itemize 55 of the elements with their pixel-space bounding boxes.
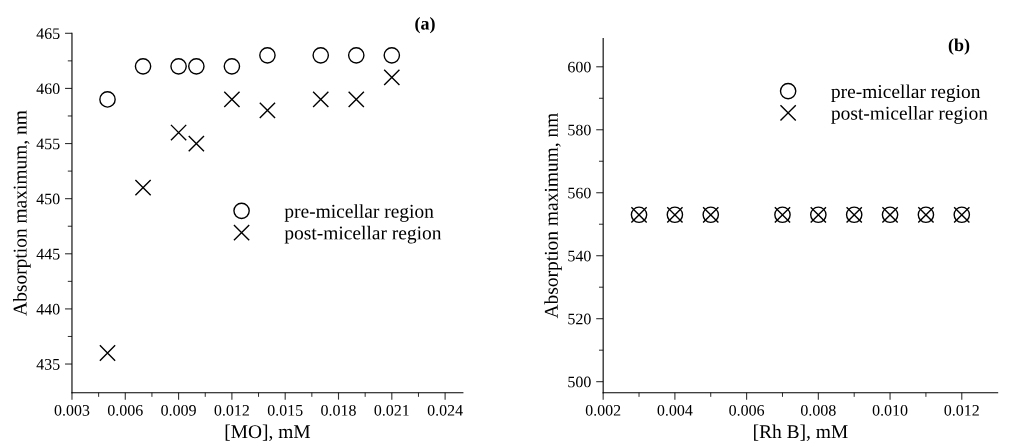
x-tick-label: 0.003 [54,404,90,416]
x-tick-label: 0.010 [872,404,908,416]
annotation: (a) [415,16,435,34]
point [347,91,365,108]
y-axis-title: Absorption maximum, nm [13,110,31,316]
y-tick-label: 445 [36,248,60,260]
x-tick-label: 0.009 [161,404,196,416]
legend-label: pre-micellar region [284,204,434,222]
point [223,91,241,108]
x-tick-label: 0.004 [657,404,693,416]
x-tick-label: 0.012 [944,404,979,416]
y-tick-label: 435 [36,358,60,370]
y-tick-label: 560 [568,187,591,199]
point [312,47,330,64]
point [134,179,152,196]
point [259,47,276,64]
y-tick-label: 450 [36,193,60,205]
point [170,124,187,141]
point [134,58,152,75]
y-tick-label: 500 [568,376,591,388]
point [312,91,330,108]
x-tick-label: 0.021 [374,404,409,416]
y-tick-label: 440 [36,303,60,315]
point [223,58,241,75]
point [188,135,205,152]
y-tick-label: 455 [36,138,60,150]
x-tick-label: 0.015 [267,404,303,416]
x-tick-label: 0.006 [729,404,765,416]
legend-label: post-micellar region [284,225,442,244]
legend-label: post-micellar region [831,106,988,124]
y-tick-label: 540 [568,250,591,262]
x-tick-label: 0.018 [321,404,356,416]
x-tick-label: 0.008 [800,404,836,416]
x-tick-label: 0.024 [427,404,463,416]
y-tick-label: 600 [568,61,591,73]
point [99,91,116,108]
point [99,344,116,362]
x-tick-label: 0.002 [585,404,621,416]
y-axis-title: Absorption maximum, nm [544,112,562,319]
annotation: (b) [948,38,970,55]
y-tick-label: 465 [36,28,60,39]
x-axis-title: [Rh B], mM [754,424,848,442]
point [188,58,205,75]
point [170,58,187,75]
point [383,69,401,86]
y-tick-label: 460 [36,83,60,95]
point [383,47,401,64]
y-tick-label: 580 [568,124,591,136]
y-tick-label: 520 [568,313,591,325]
legend-label: pre-micellar region [831,84,981,103]
x-tick-label: 0.006 [107,404,143,416]
x-axis-title: [MO], mM [225,424,311,442]
point [347,47,365,64]
x-tick-label: 0.012 [214,404,249,416]
point [259,102,276,119]
